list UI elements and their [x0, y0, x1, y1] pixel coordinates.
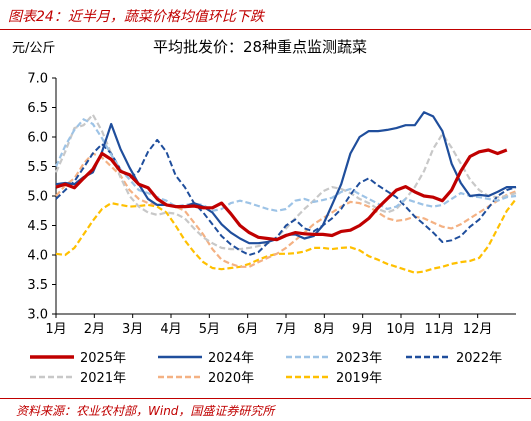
series-line-2021	[54, 113, 517, 251]
y-tick-label: 6.0	[27, 131, 48, 146]
x-tick-label: 4月	[160, 322, 181, 337]
x-tick-label: 7月	[275, 322, 296, 337]
x-tick-label: 5月	[199, 322, 220, 337]
y-tick-label: 4.0	[27, 249, 48, 264]
x-tick-label: 12月	[463, 322, 493, 337]
figure-header: 图表24：近半月，蔬菜价格均值环比下跌	[0, 0, 531, 30]
chart-title: 平均批发价：28种重点监测蔬菜	[153, 38, 367, 56]
footer-rule	[0, 398, 531, 399]
x-tick-label: 10月	[386, 322, 416, 337]
y-tick-label: 7.0	[27, 72, 48, 87]
legend-label-2021: 2021年	[80, 371, 126, 386]
legend-label-2025: 2025年	[80, 351, 126, 366]
series-line-2023	[54, 118, 517, 212]
x-tick-label: 2月	[84, 322, 105, 337]
x-tick-label: 6月	[237, 322, 258, 337]
series-line-2020	[55, 152, 517, 268]
series-line-2025	[55, 148, 508, 242]
x-tick-label: 8月	[314, 322, 335, 337]
series-line-2024	[55, 111, 516, 245]
figure-title: 图表24：近半月，蔬菜价格均值环比下跌	[8, 9, 264, 25]
y-tick-label: 5.5	[27, 160, 48, 175]
legend-label-2020: 2020年	[208, 371, 254, 386]
y-tick-label: 3.5	[27, 278, 48, 293]
x-tick-label: 1月	[45, 322, 66, 337]
y-tick-label: 4.5	[27, 219, 48, 234]
header-rule	[0, 29, 531, 30]
y-tick-label: 3.0	[27, 308, 48, 323]
x-tick-label: 3月	[122, 322, 143, 337]
series-lines	[54, 111, 517, 274]
x-tick-label: 11月	[425, 322, 455, 337]
legend-label-2022: 2022年	[456, 351, 502, 366]
y-tick-label: 6.5	[27, 101, 48, 116]
y-axis-label: 元/公斤	[12, 41, 55, 56]
x-tick-label: 9月	[352, 322, 373, 337]
legend-label-2024: 2024年	[208, 351, 254, 366]
series-line-2019	[55, 198, 517, 274]
legend-label-2019: 2019年	[336, 371, 382, 386]
y-tick-label: 5.0	[27, 190, 48, 205]
legend-label-2023: 2023年	[336, 351, 382, 366]
legend: 2025年 2024年 2023年 2022年 2021年 2020年 2019年	[30, 351, 502, 386]
source-note: 资料来源：农业农村部，Wind，国盛证券研究所	[16, 404, 275, 418]
